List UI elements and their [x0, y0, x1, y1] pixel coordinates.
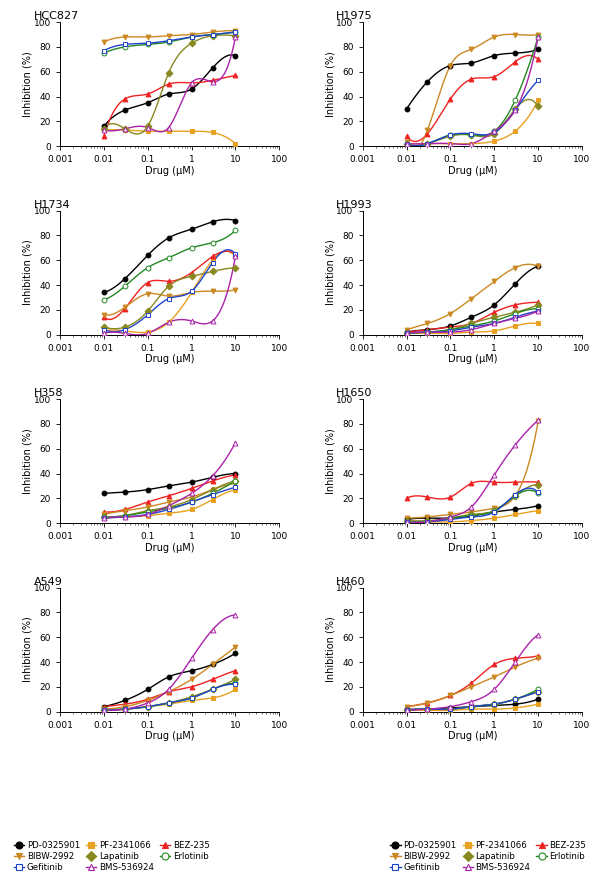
X-axis label: Drug (μM): Drug (μM)	[145, 731, 194, 741]
X-axis label: Drug (μM): Drug (μM)	[448, 165, 497, 176]
Y-axis label: Inhibition (%): Inhibition (%)	[325, 51, 335, 117]
Y-axis label: Inhibition (%): Inhibition (%)	[22, 617, 32, 682]
Y-axis label: Inhibition (%): Inhibition (%)	[325, 428, 335, 494]
Text: A549: A549	[34, 577, 62, 587]
Text: H460: H460	[337, 577, 366, 587]
Y-axis label: Inhibition (%): Inhibition (%)	[325, 617, 335, 682]
X-axis label: Drug (μM): Drug (μM)	[448, 354, 497, 364]
Text: H1734: H1734	[34, 200, 70, 210]
Y-axis label: Inhibition (%): Inhibition (%)	[325, 240, 335, 306]
X-axis label: Drug (μM): Drug (μM)	[448, 731, 497, 741]
Y-axis label: Inhibition (%): Inhibition (%)	[22, 428, 32, 494]
Legend: PD-0325901, BIBW-2992, Gefitinib, PF-2341066, Lapatinib, BMS-536924, BEZ-235, Er: PD-0325901, BIBW-2992, Gefitinib, PF-234…	[387, 837, 590, 875]
X-axis label: Drug (μM): Drug (μM)	[448, 543, 497, 552]
Y-axis label: Inhibition (%): Inhibition (%)	[22, 240, 32, 306]
Text: HCC827: HCC827	[34, 11, 79, 21]
X-axis label: Drug (μM): Drug (μM)	[145, 354, 194, 364]
X-axis label: Drug (μM): Drug (μM)	[145, 543, 194, 552]
Y-axis label: Inhibition (%): Inhibition (%)	[22, 51, 32, 117]
Text: H1975: H1975	[337, 11, 373, 21]
X-axis label: Drug (μM): Drug (μM)	[145, 165, 194, 176]
Legend: PD-0325901, BIBW-2992, Gefitinib, PF-2341066, Lapatinib, BMS-536924, BEZ-235, Er: PD-0325901, BIBW-2992, Gefitinib, PF-234…	[10, 837, 213, 875]
Text: H1993: H1993	[337, 200, 373, 210]
Text: H358: H358	[34, 388, 63, 399]
Text: H1650: H1650	[337, 388, 373, 399]
